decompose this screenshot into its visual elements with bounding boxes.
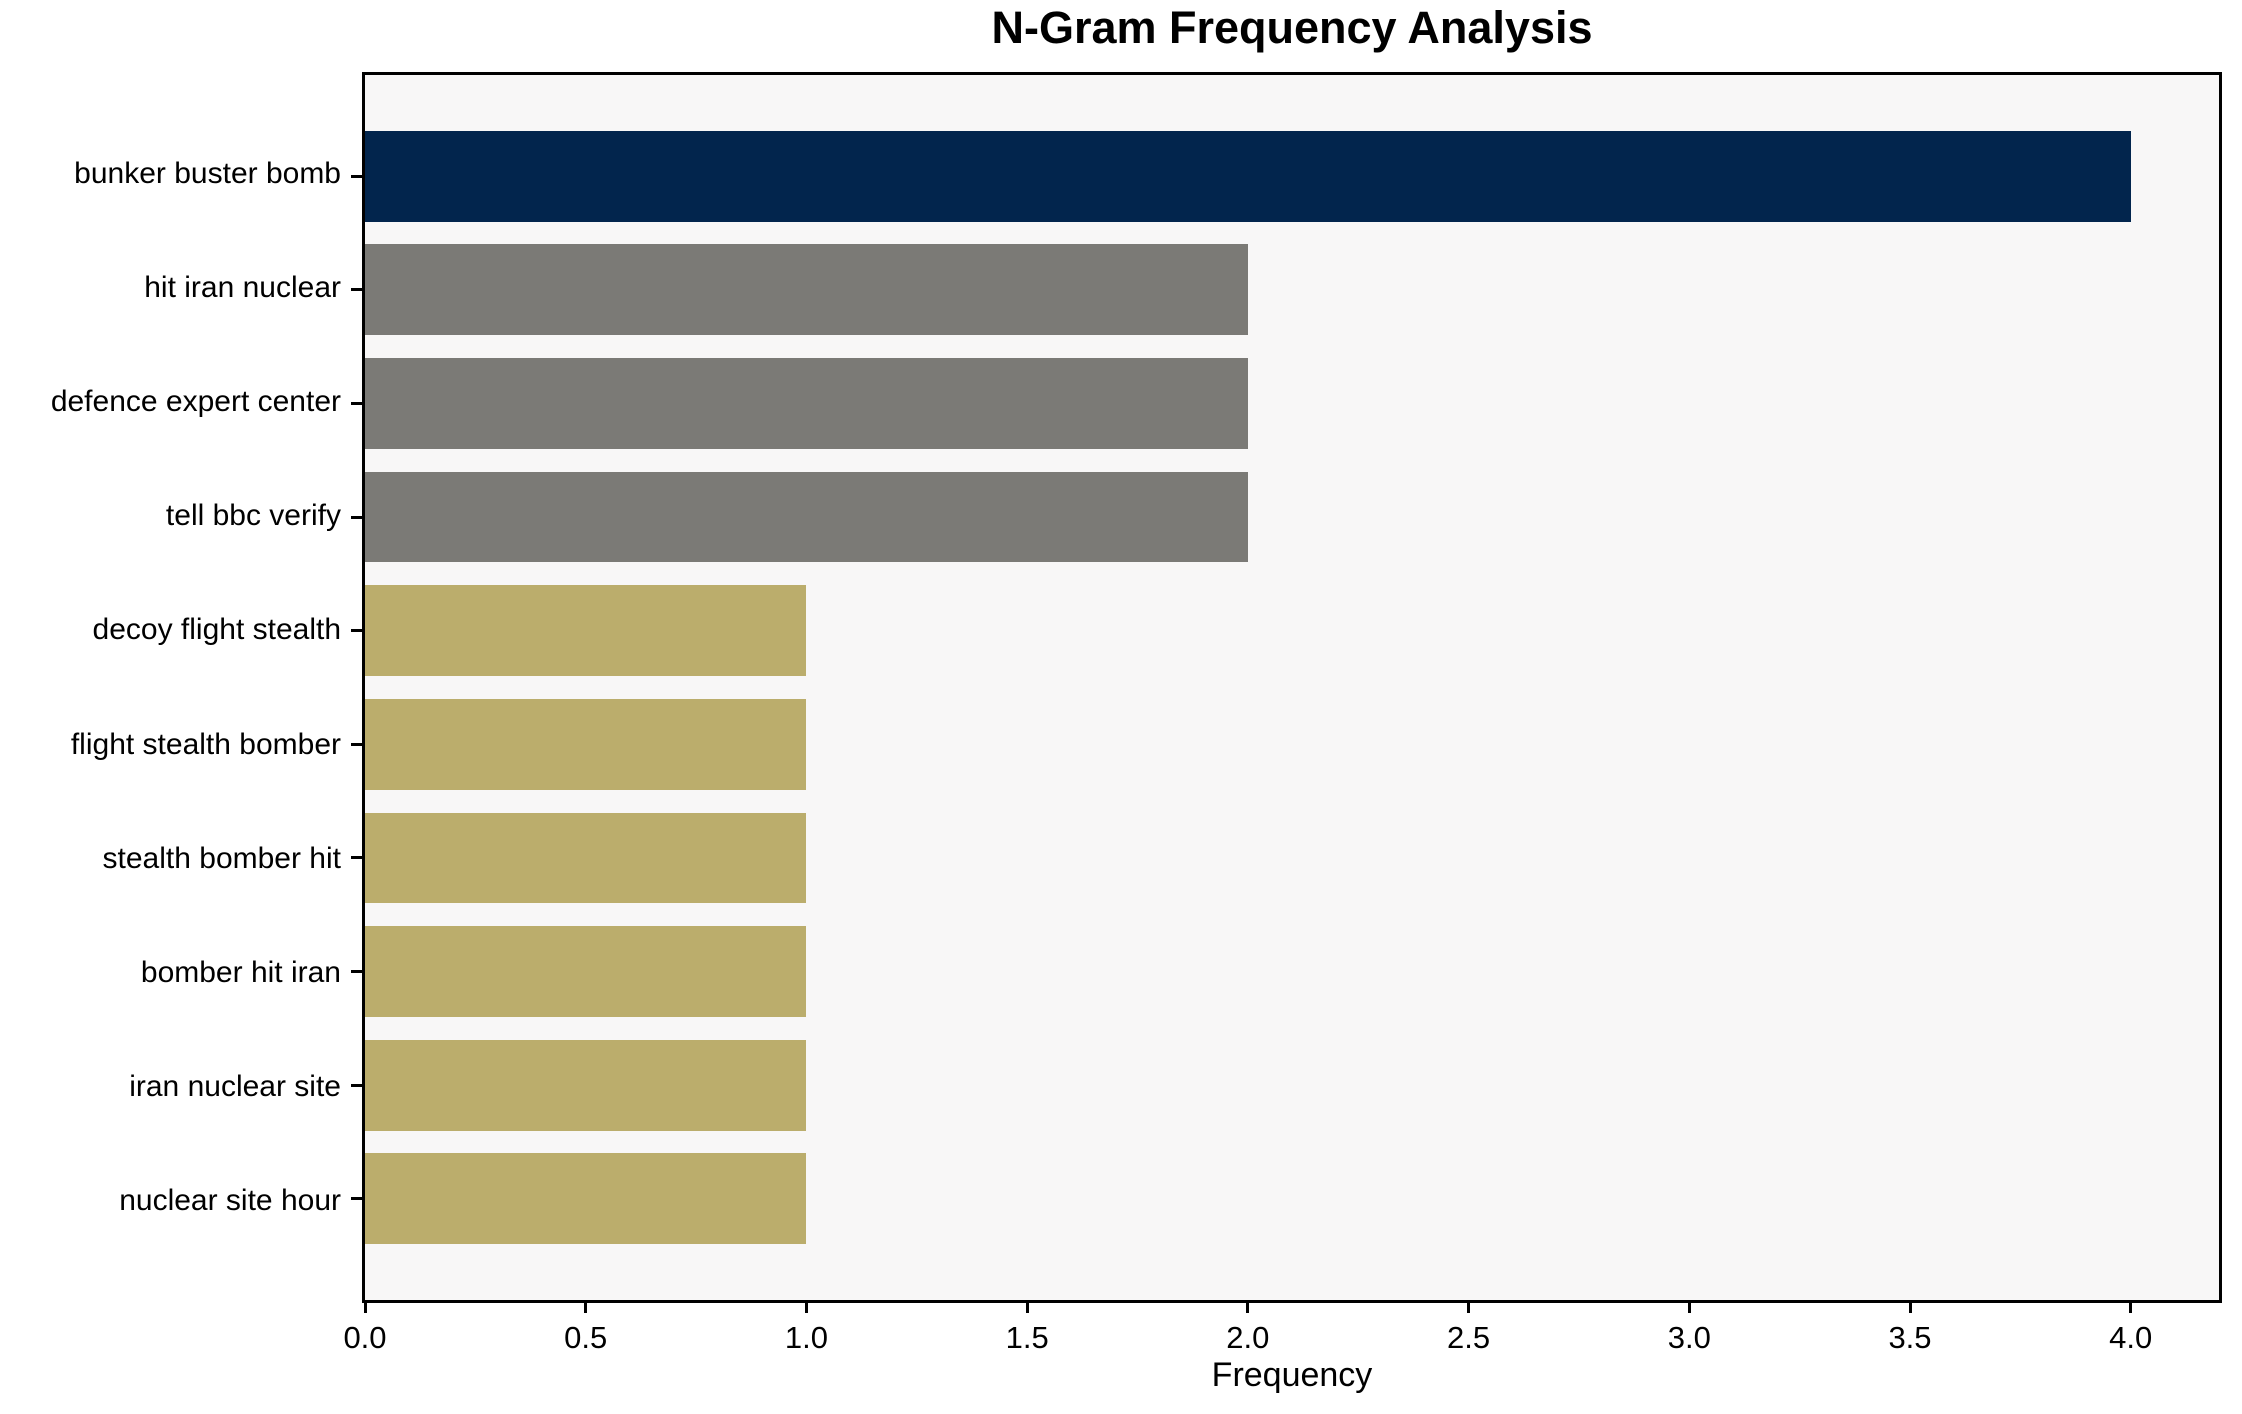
y-tick-mark: [351, 1197, 362, 1201]
y-tick-mark: [351, 629, 362, 633]
bar: [365, 585, 807, 677]
x-tick-mark: [804, 1300, 808, 1313]
bar: [365, 471, 1248, 563]
x-tick-mark: [2129, 1300, 2133, 1313]
bar: [365, 812, 807, 904]
bar: [365, 698, 807, 790]
x-tick-label: 1.5: [1005, 1320, 1049, 1355]
x-tick-label: 2.5: [1447, 1320, 1491, 1355]
x-tick-label: 4.0: [2109, 1320, 2153, 1355]
y-tick-mark: [351, 515, 362, 519]
x-tick-mark: [1687, 1300, 1691, 1313]
y-tick-mark: [351, 1083, 362, 1087]
x-tick-mark: [363, 1300, 367, 1313]
bar: [365, 130, 2131, 222]
x-tick-mark: [1467, 1300, 1471, 1313]
y-tick-label: iran nuclear site: [129, 1070, 341, 1104]
x-tick-label: 2.0: [1226, 1320, 1270, 1355]
y-tick-label: tell bbc verify: [165, 499, 341, 533]
y-tick-mark: [351, 401, 362, 405]
y-tick-mark: [351, 970, 362, 974]
x-tick-mark: [1025, 1300, 1029, 1313]
y-tick-label: bunker buster bomb: [74, 156, 341, 190]
y-tick-label: nuclear site hour: [119, 1184, 341, 1218]
y-tick-mark: [351, 288, 362, 292]
x-tick-mark: [1246, 1300, 1250, 1313]
x-tick-label: 0.5: [564, 1320, 608, 1355]
bar: [365, 926, 807, 1018]
x-tick-label: 3.5: [1888, 1320, 1932, 1355]
y-tick-label: flight stealth bomber: [70, 727, 341, 761]
x-tick-mark: [1908, 1300, 1912, 1313]
y-tick-mark: [351, 174, 362, 178]
bar: [365, 244, 1248, 336]
x-tick-label: 3.0: [1667, 1320, 1711, 1355]
y-tick-label: hit iran nuclear: [144, 270, 341, 304]
plot-area: 0.0 0.5 1.0 1.5 2.0 2.5 3.0 3.5 4.0: [343, 72, 2222, 1355]
bar: [365, 1153, 807, 1245]
x-axis-title: Frequency: [1211, 1356, 1373, 1394]
y-tick-label: bomber hit iran: [140, 955, 341, 989]
chart-title: N-Gram Frequency Analysis: [991, 2, 1593, 53]
y-tick-mark: [351, 856, 362, 860]
bar: [365, 357, 1248, 449]
x-tick-label: 1.0: [784, 1320, 828, 1355]
y-tick-label: stealth bomber hit: [102, 841, 341, 875]
y-tick-label: defence expert center: [50, 385, 341, 419]
y-tick-mark: [351, 742, 362, 746]
y-axis: bunker buster bomb hit iran nuclear defenc…: [0, 72, 341, 1303]
x-tick-mark: [584, 1300, 588, 1313]
bar: [365, 1039, 807, 1131]
y-tick-label: decoy flight stealth: [92, 613, 341, 647]
x-tick-label: 0.0: [343, 1320, 387, 1355]
